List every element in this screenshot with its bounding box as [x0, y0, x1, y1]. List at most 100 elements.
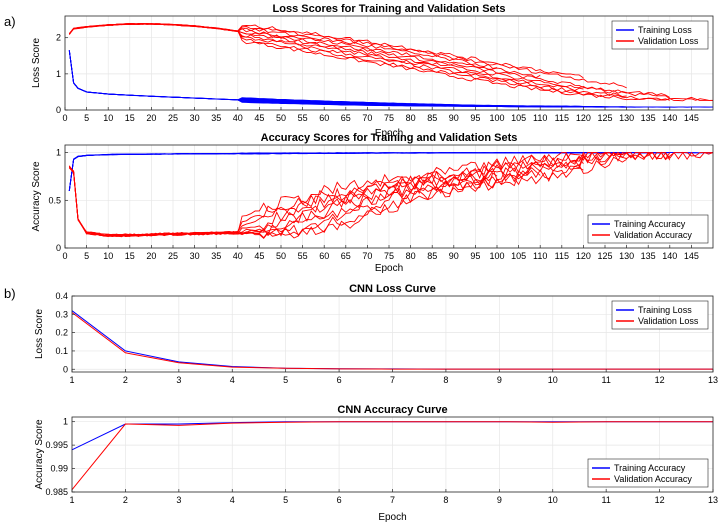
chart-title: Accuracy Scores for Training and Validat… [261, 132, 518, 144]
x-tick-label: 30 [190, 251, 200, 261]
x-tick-label: 100 [489, 113, 504, 123]
x-tick-label: 65 [341, 113, 351, 123]
x-tick-label: 30 [190, 113, 200, 123]
x-tick-label: 3 [176, 375, 181, 385]
y-tick-label: 0.99 [50, 464, 68, 474]
x-tick-label: 20 [146, 251, 156, 261]
x-tick-label: 95 [470, 113, 480, 123]
legend-entry: Validation Accuracy [614, 230, 692, 240]
x-tick-label: 7 [390, 495, 395, 505]
x-tick-label: 140 [662, 251, 677, 261]
series-line-training-accuracy-run-7 [68, 152, 541, 191]
y-tick-label: 0.985 [45, 487, 68, 497]
x-tick-label: 70 [362, 113, 372, 123]
x-tick-label: 4 [230, 495, 235, 505]
y-tick-label: 1 [56, 148, 61, 158]
panel-label-b: b) [4, 286, 16, 301]
y-axis-label: Loss Score [34, 309, 45, 359]
x-tick-label: 45 [254, 251, 264, 261]
series-line-validation-accuracy-run-3 [68, 152, 627, 237]
x-tick-label: 145 [684, 113, 699, 123]
series-line-validation-accuracy-run-10 [68, 165, 584, 239]
x-tick-label: 110 [533, 251, 547, 261]
legend-entry: Training Loss [638, 305, 692, 315]
chart-2: 0 5 10 15 20 25 30 35 40 45 50 55 60 65 70 75 80 85 90 95 10… [31, 132, 714, 274]
x-tick-label: 10 [103, 113, 113, 123]
series-line-validation-loss-run-7 [68, 23, 541, 79]
legend-box [587, 214, 709, 244]
panel-label-a: a) [4, 14, 16, 29]
x-tick-label: 125 [597, 113, 612, 123]
series-line-training-loss-run-3 [68, 50, 627, 108]
series-line-training-loss-run-10 [68, 50, 584, 107]
x-tick-label: 125 [597, 251, 612, 261]
x-axis-label: Epoch [378, 512, 406, 523]
x-tick-label: 35 [211, 113, 221, 123]
y-tick-label: 2 [56, 33, 61, 43]
x-tick-label: 2 [123, 495, 128, 505]
chart-1: 0 5 10 15 20 25 30 35 40 45 50 55 60 65 70 75 80 85 90 95 10… [31, 3, 714, 139]
y-tick-label: 0 [63, 364, 68, 374]
y-tick-label: 1 [63, 417, 68, 427]
x-tick-label: 5 [84, 113, 89, 123]
y-tick-label: 1 [56, 69, 61, 79]
y-tick-label: 0.2 [55, 328, 68, 338]
x-tick-label: 15 [125, 251, 135, 261]
series-line-training-accuracy-run-3 [68, 152, 627, 191]
x-tick-label: 80 [406, 251, 416, 261]
x-tick-label: 1 [69, 375, 74, 385]
x-axis-label: Epoch [375, 263, 403, 274]
x-tick-label: 80 [406, 113, 416, 123]
series-line-validation-accuracy [71, 421, 713, 491]
series-line-training-loss-run-5 [68, 50, 714, 108]
x-tick-label: 60 [319, 113, 329, 123]
series-line-training-accuracy-run-10 [68, 152, 584, 191]
x-tick-label: 65 [341, 251, 351, 261]
x-tick-label: 6 [337, 375, 342, 385]
x-tick-label: 50 [276, 113, 286, 123]
x-tick-label: 115 [555, 251, 569, 261]
chart-title: CNN Accuracy Curve [337, 404, 447, 416]
x-tick-label: 9 [497, 375, 502, 385]
x-tick-label: 40 [233, 251, 243, 261]
legend-box [611, 20, 709, 50]
x-tick-label: 115 [555, 113, 569, 123]
legend-entry: Validation Loss [638, 316, 699, 326]
legend-box [611, 300, 709, 330]
x-axis-label: Epoch [375, 128, 403, 139]
x-tick-label: 10 [548, 495, 558, 505]
series-line-training-loss-run-6 [68, 50, 670, 108]
x-tick-label: 5 [283, 495, 288, 505]
series-line-training-loss-run-1 [68, 50, 713, 108]
x-tick-label: 13 [708, 495, 718, 505]
x-tick-label: 0 [62, 251, 67, 261]
x-tick-label: 55 [298, 113, 308, 123]
chart-title: CNN Loss Curve [349, 283, 436, 295]
x-tick-label: 5 [84, 251, 89, 261]
x-tick-label: 6 [337, 495, 342, 505]
series-line-validation-accuracy-run-9 [68, 156, 627, 240]
series-line-training-loss-run-2 [68, 50, 670, 108]
charts-group: 0 5 10 15 20 25 30 35 40 45 50 55 60 65 70 75 80 85 90 95 10… [31, 3, 718, 523]
legend-entry: Validation Loss [638, 36, 699, 46]
x-tick-label: 90 [449, 251, 459, 261]
y-tick-label: 0 [56, 105, 61, 115]
x-tick-label: 100 [489, 251, 504, 261]
series-line-validation-accuracy-run-4 [68, 156, 584, 238]
y-tick-label: 0.3 [55, 309, 68, 319]
x-tick-label: 70 [362, 251, 372, 261]
x-tick-label: 135 [641, 113, 656, 123]
y-tick-label: 0.5 [48, 195, 61, 205]
x-tick-label: 140 [662, 113, 677, 123]
x-tick-label: 90 [449, 113, 459, 123]
series-line-training-accuracy-run-9 [68, 152, 627, 191]
x-tick-label: 10 [103, 251, 113, 261]
x-tick-label: 105 [511, 251, 526, 261]
x-tick-label: 105 [511, 113, 526, 123]
x-tick-label: 75 [384, 251, 394, 261]
x-tick-label: 60 [319, 251, 329, 261]
x-tick-label: 12 [655, 375, 665, 385]
